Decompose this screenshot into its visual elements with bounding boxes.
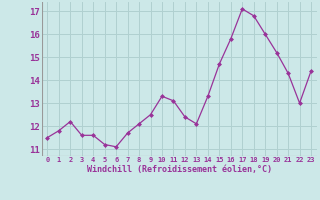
X-axis label: Windchill (Refroidissement éolien,°C): Windchill (Refroidissement éolien,°C) (87, 165, 272, 174)
